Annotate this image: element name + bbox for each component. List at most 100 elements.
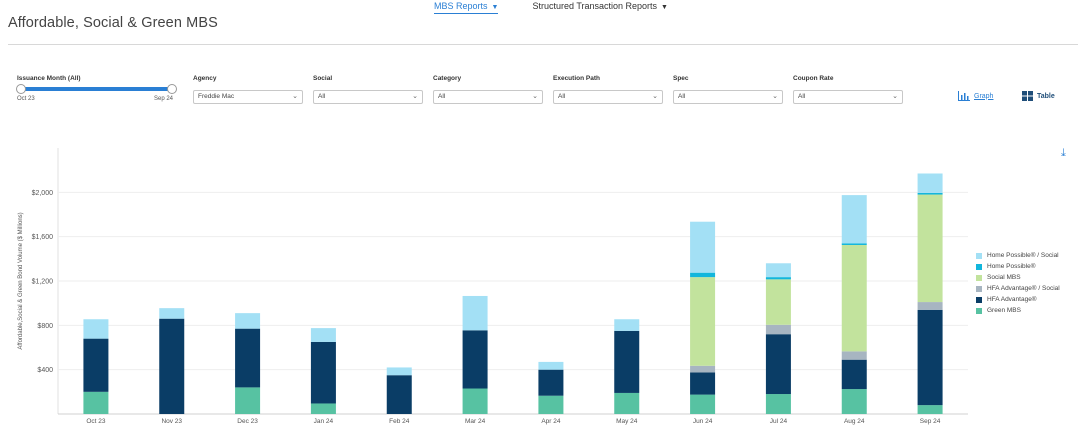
bar-segment — [310, 328, 336, 342]
chart-legend: Home Possible® / Social Home Possible® Soc… — [976, 250, 1060, 316]
x-tick-label: Jan 24 — [314, 418, 334, 425]
social-label: Social — [313, 75, 333, 82]
x-tick-label: Apr 24 — [541, 418, 561, 425]
issuance-month-label: Issuance Month (All) — [17, 75, 81, 82]
header-divider — [8, 44, 1078, 45]
bar-segment — [765, 324, 791, 335]
legend-swatch — [976, 263, 982, 270]
bar-segment — [841, 351, 867, 360]
spec-value: All — [678, 93, 686, 100]
bar-segment — [159, 308, 185, 319]
agency-label: Agency — [193, 75, 217, 82]
legend-label: Home Possible® / Social — [987, 252, 1059, 259]
agency-select[interactable]: Freddie Mac ⌄ — [193, 90, 303, 104]
category-select[interactable]: All ⌄ — [433, 90, 543, 104]
nav-structured-transaction-reports[interactable]: Structured Transaction Reports ▼ — [532, 1, 668, 14]
bar-segment — [386, 367, 412, 376]
coupon-rate-label: Coupon Rate — [793, 75, 834, 82]
legend-item[interactable]: Home Possible® / Social — [976, 250, 1060, 261]
legend-item[interactable]: HFA Advantage® / Social — [976, 283, 1060, 294]
bar-segment — [690, 272, 716, 278]
graph-view-toggle[interactable]: Graph — [958, 91, 993, 101]
y-tick-label: $1,600 — [32, 234, 54, 241]
social-value: All — [318, 93, 326, 100]
legend-swatch — [976, 274, 982, 281]
x-tick-label: Nov 23 — [161, 418, 182, 425]
legend-label: Home Possible® — [987, 263, 1036, 270]
execution-path-label: Execution Path — [553, 75, 600, 82]
chevron-down-icon: ⌄ — [532, 93, 538, 100]
bar-segment — [917, 309, 943, 406]
graph-toggle-label: Graph — [974, 92, 994, 100]
bar-segment — [917, 405, 943, 414]
bar-segment — [462, 330, 488, 389]
legend-label: HFA Advantage® / Social — [987, 285, 1060, 292]
bar-segment — [462, 295, 488, 331]
bar-segment — [462, 388, 488, 414]
legend-item[interactable]: Social MBS — [976, 272, 1060, 283]
social-select[interactable]: All ⌄ — [313, 90, 423, 104]
chevron-down-icon: ⌄ — [412, 93, 418, 100]
issuance-slider-track[interactable] — [21, 87, 173, 91]
spec-label: Spec — [673, 75, 689, 82]
y-tick-label: $1,200 — [32, 279, 54, 286]
x-tick-label: Dec 23 — [237, 418, 258, 425]
bar-segment — [614, 319, 640, 331]
x-tick-label: Feb 24 — [389, 418, 410, 425]
chevron-down-icon: ⌄ — [292, 93, 298, 100]
legend-label: HFA Advantage® — [987, 296, 1037, 303]
bar-segment — [765, 334, 791, 395]
bar-segment — [690, 277, 716, 366]
x-tick-label: Jul 24 — [770, 418, 788, 425]
chevron-down-icon: ⌄ — [652, 93, 658, 100]
top-nav: MBS Reports ▼ Structured Transaction Repo… — [434, 1, 668, 14]
category-value: All — [438, 93, 446, 100]
legend-label: Green MBS — [987, 307, 1021, 314]
nav-structured-label: Structured Transaction Reports — [532, 1, 658, 11]
bar-segment — [841, 243, 867, 245]
bar-segment — [765, 277, 791, 280]
bar-chart-icon — [958, 91, 970, 101]
bar-segment — [841, 244, 867, 352]
spec-select[interactable]: All ⌄ — [673, 90, 783, 104]
legend-item[interactable]: HFA Advantage® — [976, 294, 1060, 305]
bar-segment — [690, 372, 716, 395]
slider-start-handle[interactable] — [16, 84, 26, 94]
table-view-toggle[interactable]: Table — [1022, 91, 1055, 101]
y-tick-label: $400 — [37, 367, 53, 374]
bar-segment — [235, 313, 261, 329]
bar-segment — [690, 221, 716, 273]
agency-value: Freddie Mac — [198, 93, 235, 100]
execution-path-select[interactable]: All ⌄ — [553, 90, 663, 104]
x-tick-label: May 24 — [616, 418, 638, 425]
x-tick-label: Sep 24 — [920, 418, 941, 425]
nav-mbs-reports-label: MBS Reports — [434, 1, 488, 11]
slider-end-handle[interactable] — [167, 84, 177, 94]
y-axis-title: Affordable,Social & Green Bond Volume ($… — [18, 212, 24, 349]
slider-end-label: Sep 24 — [154, 96, 174, 102]
coupon-rate-select[interactable]: All ⌄ — [793, 90, 903, 104]
bar-segment — [159, 318, 185, 414]
bar-segment — [235, 387, 261, 414]
chevron-down-icon: ⌄ — [892, 93, 898, 100]
x-tick-label: Jun 24 — [693, 418, 713, 425]
bar-segment — [614, 392, 640, 414]
nav-mbs-reports[interactable]: MBS Reports ▼ — [434, 1, 499, 14]
bar-segment — [235, 328, 261, 388]
bar-segment — [917, 194, 943, 303]
download-icon[interactable]: ⤓ — [1061, 147, 1066, 159]
legend-item[interactable]: Green MBS — [976, 305, 1060, 316]
chevron-down-icon: ⌄ — [772, 93, 778, 100]
bar-segment — [841, 389, 867, 414]
stacked-bar-chart: $400 $800 $1,200 $1,600 $2,000 Affordable,Soc… — [18, 148, 968, 425]
caret-down-icon: ▼ — [661, 4, 668, 11]
bar-segment — [765, 279, 791, 325]
table-grid-icon — [1022, 91, 1033, 101]
bar-segment — [538, 369, 564, 396]
bar-segment — [83, 319, 109, 339]
bar-segment — [690, 365, 716, 373]
bar-segment — [841, 195, 867, 244]
legend-item[interactable]: Home Possible® — [976, 261, 1060, 272]
bar-segment — [917, 302, 943, 310]
bar-segment — [386, 375, 412, 414]
